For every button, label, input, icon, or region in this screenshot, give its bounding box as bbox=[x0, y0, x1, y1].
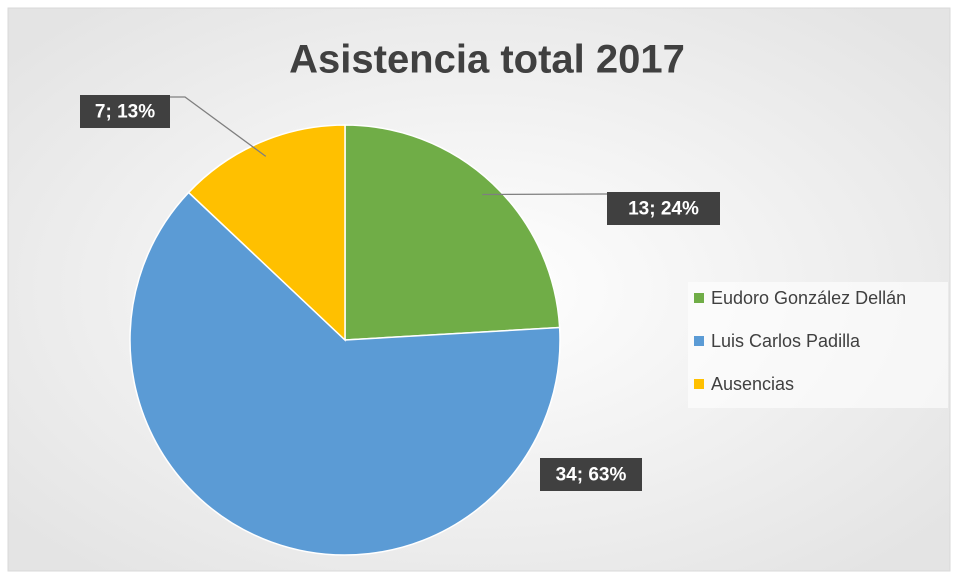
chart-title: Asistencia total 2017 bbox=[289, 38, 685, 82]
legend-swatch bbox=[694, 336, 704, 346]
legend-swatch bbox=[694, 293, 704, 303]
data-label-box bbox=[607, 192, 720, 225]
data-label: 34; 63% bbox=[556, 465, 627, 486]
data-label-box bbox=[80, 95, 170, 128]
pie-slice bbox=[129, 191, 561, 556]
data-label: 13; 24% bbox=[628, 199, 699, 220]
legend-label: Ausencias bbox=[711, 374, 794, 394]
data-label-box bbox=[540, 458, 642, 491]
leader-line bbox=[482, 193, 607, 196]
pie-slice bbox=[187, 124, 346, 342]
data-label: 7; 13% bbox=[95, 102, 155, 123]
legend bbox=[688, 282, 948, 408]
legend-label: Luis Carlos Padilla bbox=[711, 331, 861, 351]
legend-label: Eudoro González Dellán bbox=[711, 288, 906, 308]
leader-line bbox=[170, 96, 267, 157]
legend-swatch bbox=[694, 379, 704, 389]
pie-slice bbox=[344, 124, 561, 341]
